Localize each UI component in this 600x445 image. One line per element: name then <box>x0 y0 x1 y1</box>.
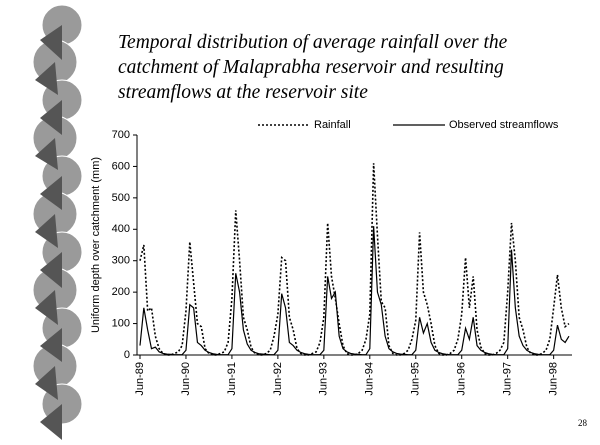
x-tick-label: Jun-97 <box>502 362 514 396</box>
x-tick-label: Jun-94 <box>364 362 376 396</box>
y-axis-label: Uniform depth over catchment (mm) <box>90 157 102 333</box>
y-tick-label: 600 <box>112 160 130 172</box>
x-tick-label: Jun-89 <box>134 362 146 396</box>
y-tick-label: 300 <box>112 255 130 267</box>
page-number: 28 <box>578 418 587 428</box>
legend-label: Rainfall <box>314 119 351 131</box>
decoration <box>32 4 83 440</box>
legend-label: Observed streamflows <box>449 119 559 131</box>
y-tick-label: 200 <box>112 286 130 298</box>
x-tick-label: Jun-98 <box>548 362 560 396</box>
x-tick-label: Jun-93 <box>318 362 330 396</box>
y-tick-label: 700 <box>112 129 130 141</box>
series-line <box>139 163 570 356</box>
x-tick-label: Jun-91 <box>226 362 238 396</box>
x-tick-label: Jun-92 <box>272 362 284 396</box>
slide-title: Temporal distribution of average rainfal… <box>118 32 508 103</box>
x-tick-label: Jun-90 <box>180 362 192 396</box>
series-line <box>139 226 570 356</box>
y-tick-label: 500 <box>112 192 130 204</box>
y-tick-label: 100 <box>112 317 130 329</box>
y-tick-label: 400 <box>112 223 130 235</box>
x-tick-label: Jun-96 <box>456 362 468 396</box>
y-tick-label: 0 <box>124 349 130 361</box>
x-tick-label: Jun-95 <box>410 362 422 396</box>
